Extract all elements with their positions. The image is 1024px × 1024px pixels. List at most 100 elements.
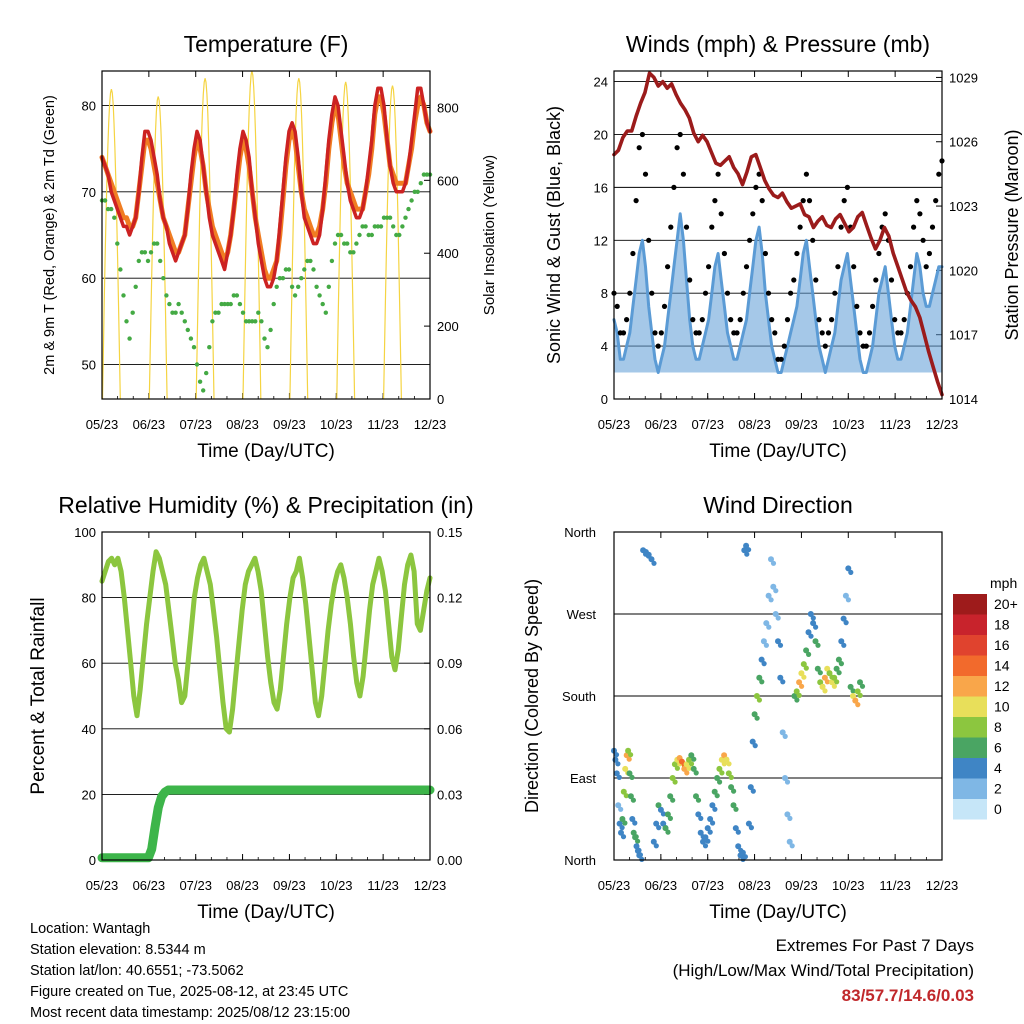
dewpoint-point	[378, 224, 384, 229]
dewpoint-point	[179, 310, 184, 315]
dewpoint-point	[354, 241, 359, 246]
direction-point	[690, 765, 697, 772]
direction-point	[747, 784, 754, 791]
chart-title: Temperature (F)	[184, 31, 349, 57]
direction-point	[698, 815, 704, 822]
dewpoint-point	[237, 301, 243, 307]
direction-point	[714, 775, 721, 781]
gust-point	[914, 198, 920, 204]
dewpoint-point	[145, 258, 151, 264]
gust-point	[819, 330, 825, 336]
direction-point	[632, 820, 638, 826]
x-tick-label: 06/23	[133, 878, 166, 893]
dewpoint-point	[277, 276, 282, 281]
dewpoint-point	[118, 267, 123, 272]
x-tick-label: 07/23	[691, 878, 724, 893]
direction-point	[758, 656, 765, 663]
x-tick-label: 09/23	[785, 417, 818, 432]
direction-point	[616, 774, 622, 781]
direction-point	[711, 788, 718, 795]
direction-point	[845, 597, 852, 603]
direction-point	[799, 683, 805, 689]
y-tick-label: West	[567, 607, 597, 622]
y2-tick-label: 1023	[949, 199, 978, 214]
direction-point	[768, 556, 774, 563]
direction-point	[629, 816, 636, 822]
y2-tick-label: 400	[437, 246, 459, 261]
y-tick-label: East	[570, 771, 596, 786]
direction-point	[803, 665, 809, 671]
direction-point	[855, 702, 861, 708]
x-axis-label: Time (Day/UTC)	[197, 902, 335, 923]
direction-point	[717, 779, 723, 785]
x-tick-label: 10/23	[832, 878, 865, 893]
wind-speed-legend: mph 20+ 18 16 14 12 10 8 6 4 2 0	[953, 575, 1018, 820]
y-tick-label: North	[564, 525, 596, 540]
x-tick-label: 07/23	[179, 878, 212, 893]
sonic-wind-area	[614, 213, 942, 373]
direction-point	[616, 820, 623, 827]
direction-point	[807, 611, 814, 617]
legend-swatch	[953, 676, 987, 697]
direction-point	[723, 756, 730, 763]
legend-swatch	[953, 696, 987, 717]
gust-point	[876, 250, 882, 257]
dewpoint-point	[369, 232, 374, 238]
direction-point	[852, 697, 859, 704]
legend-label: 4	[994, 760, 1002, 776]
gust-point	[825, 330, 832, 336]
gust-point	[642, 171, 649, 177]
y-tick-label: 20	[594, 127, 608, 142]
gust-point	[926, 250, 933, 257]
direction-point	[615, 802, 622, 809]
y-tick-label: 60	[82, 271, 96, 286]
direction-point	[731, 788, 737, 794]
direction-point	[622, 765, 629, 772]
x-tick-label: 09/23	[273, 417, 306, 432]
gust-point	[762, 250, 769, 257]
x-tick-label: 08/23	[738, 878, 771, 893]
direction-point	[704, 825, 711, 832]
chart-title: Relative Humidity (%) & Precipitation (i…	[58, 492, 473, 518]
direction-point	[627, 793, 634, 800]
gust-point	[649, 290, 655, 296]
y2-tick-label: 1029	[949, 70, 978, 85]
gust-point	[788, 290, 794, 296]
y2-tick-label: 1026	[949, 135, 978, 150]
dewpoint-point	[197, 379, 203, 384]
dewpoint-point	[391, 224, 396, 229]
direction-point	[821, 674, 828, 681]
gust-point	[806, 198, 813, 204]
direction-point	[615, 761, 621, 767]
y-tick-label: 80	[82, 99, 96, 114]
direction-point	[674, 765, 681, 771]
dewpoint-point	[194, 362, 200, 367]
direction-point	[693, 770, 699, 776]
gust-point	[646, 237, 652, 243]
direction-point	[744, 551, 750, 557]
dewpoint-point	[345, 241, 350, 246]
direction-point	[848, 569, 854, 576]
dewpoint-point	[372, 224, 377, 229]
dewpoint-point	[302, 267, 307, 272]
dewpoint-point	[262, 336, 267, 341]
gust-point	[706, 264, 712, 270]
dewpoint-point	[256, 310, 261, 315]
dewpoint-point	[204, 370, 209, 376]
gust-point	[747, 237, 753, 243]
direction-point	[726, 761, 732, 767]
gust-point	[920, 237, 926, 243]
gust-point	[624, 317, 630, 323]
dewpoint-point	[357, 232, 362, 238]
direction-point	[794, 697, 800, 703]
direction-point	[817, 679, 824, 686]
x-tick-label: 10/23	[320, 878, 353, 893]
gust-point	[668, 224, 674, 230]
dewpoint-point	[274, 284, 279, 289]
direction-point	[732, 825, 739, 832]
direction-point	[716, 765, 723, 772]
temperature-panel: Temperature (F) Time (Day/UTC) 05/23 06/23 0…	[42, 31, 498, 462]
dewpoint-point	[155, 241, 160, 246]
dewpoint-point	[326, 284, 331, 289]
gust-point	[658, 330, 664, 336]
